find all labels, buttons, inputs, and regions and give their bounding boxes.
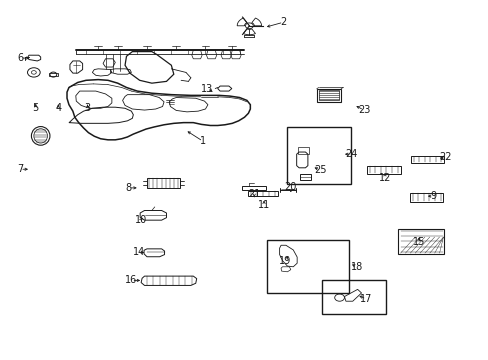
Text: 4: 4 [55, 103, 61, 113]
Text: 9: 9 [430, 191, 436, 201]
Text: 5: 5 [33, 103, 39, 113]
Text: 14: 14 [132, 247, 144, 257]
Text: 1: 1 [200, 136, 206, 146]
Text: 11: 11 [257, 200, 269, 210]
Text: 20: 20 [284, 182, 296, 192]
Bar [300, 174, 310, 180]
Text: 23: 23 [357, 105, 369, 115]
Text: 17: 17 [360, 294, 372, 304]
Bar [318, 90, 338, 100]
Text: 19: 19 [279, 256, 291, 266]
Bar [147, 178, 180, 188]
Bar [321, 280, 385, 315]
Text: 2: 2 [280, 17, 286, 27]
Bar [248, 191, 277, 196]
Bar [366, 166, 400, 174]
Bar [316, 89, 340, 102]
Text: 18: 18 [350, 262, 362, 272]
Text: 3: 3 [84, 103, 90, 113]
Bar [410, 156, 444, 163]
Bar [409, 193, 443, 202]
Text: 13: 13 [201, 84, 213, 94]
Bar [397, 229, 444, 253]
Text: 6: 6 [17, 53, 23, 63]
Bar [49, 73, 58, 76]
Text: 8: 8 [125, 183, 131, 193]
Text: 7: 7 [17, 164, 23, 174]
Text: 22: 22 [438, 152, 451, 162]
Text: 25: 25 [313, 165, 325, 175]
Text: 12: 12 [378, 173, 390, 183]
Text: 10: 10 [134, 215, 146, 225]
Bar [266, 240, 348, 293]
Text: 24: 24 [345, 149, 357, 159]
Bar [287, 127, 350, 184]
Text: 16: 16 [125, 275, 137, 285]
Text: 15: 15 [412, 237, 425, 247]
Text: 21: 21 [247, 189, 260, 199]
Bar [242, 186, 266, 190]
Bar [298, 147, 308, 154]
